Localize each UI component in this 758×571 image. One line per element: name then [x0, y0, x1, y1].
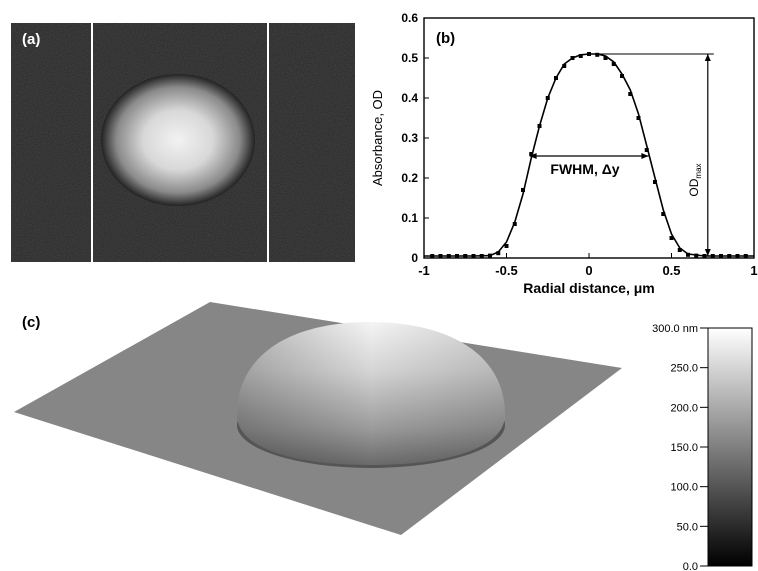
panel-b-label-box — [433, 27, 463, 47]
x-axis-label: Radial distance, μm — [523, 280, 655, 296]
data-point — [529, 152, 534, 156]
data-point — [578, 54, 583, 58]
annotation-group: FWHM, Δy ODmax — [529, 53, 714, 257]
y-tick-label: 0.6 — [401, 11, 418, 25]
dome-shading — [237, 322, 505, 465]
x-tick-label: 0.5 — [662, 263, 680, 278]
y-tick-label: 0.4 — [401, 91, 418, 105]
data-point — [537, 124, 542, 128]
data-point — [595, 52, 600, 57]
colorbar-tick-label: 50.0 — [677, 521, 698, 533]
series-line — [424, 53, 754, 257]
data-point — [455, 254, 459, 258]
data-point — [545, 96, 550, 100]
data-point — [504, 244, 509, 248]
x-tick-label: -0.5 — [495, 263, 517, 278]
colorbar-ticks: 300.0 nm 250.0 200.0 150.0 100.0 50.0 0.0 — [652, 323, 708, 571]
colorbar-tick-label: 300.0 nm — [652, 323, 698, 335]
data-point — [694, 253, 699, 258]
data-point — [479, 254, 484, 258]
data-point — [611, 62, 616, 66]
odmax-label: ODmax — [687, 163, 703, 196]
panel-b-label: (b) — [436, 30, 455, 47]
odmax-subscript: max — [694, 163, 703, 178]
data-point — [677, 248, 682, 252]
data-point — [554, 76, 558, 80]
x-tick-label: 0 — [585, 263, 592, 278]
data-point — [570, 56, 575, 60]
data-point — [521, 188, 525, 192]
panel-c-label: (c) — [22, 314, 40, 331]
data-point — [661, 212, 666, 216]
panel-a-label: (a) — [22, 31, 40, 48]
y-tick-label: 0.5 — [401, 51, 418, 65]
micrograph-bright-spot — [101, 74, 255, 206]
data-point — [471, 254, 476, 258]
data-point — [430, 254, 435, 258]
panel-c: (c) 300.0 nm 250.0 200.0 150.0 100.0 50.0 0.0 — [14, 302, 753, 571]
fwhm-arrowhead-right — [641, 153, 649, 159]
y-tick-label: 0.3 — [401, 131, 418, 145]
colorbar — [707, 327, 753, 567]
data-point — [620, 74, 624, 78]
y-tick-label: 0.2 — [401, 171, 418, 185]
data-point — [488, 253, 492, 258]
x-tick-label: -1 — [418, 263, 430, 278]
data-point — [727, 254, 732, 258]
colorbar-tick-label: 200.0 — [670, 402, 698, 414]
data-point — [644, 148, 649, 152]
fwhm-arrowhead-left — [529, 153, 537, 159]
colorbar-tick-label: 100.0 — [670, 482, 698, 494]
tick-group: -1 -0.5 0 0.5 1 0 0.1 0.2 0.3 0.4 0.5 0.6 — [401, 11, 757, 278]
colorbar-tick-label: 250.0 — [670, 363, 698, 375]
panel-a: (a) — [11, 23, 355, 262]
colorbar-tick-label: 0.0 — [683, 561, 698, 571]
panel-b-chart: -1 -0.5 0 0.5 1 0 0.1 0.2 0.3 0.4 0.5 0.6 FWHM, Δy O… — [370, 11, 758, 296]
data-point — [603, 56, 608, 60]
data-point — [496, 251, 501, 256]
data-point — [719, 254, 723, 258]
colorbar-tick-label: 150.0 — [670, 442, 698, 454]
data-point — [653, 180, 657, 184]
data-point — [438, 254, 443, 258]
x-tick-label: 1 — [750, 263, 757, 278]
data-point — [628, 92, 633, 96]
fwhm-label: FWHM, Δy — [550, 161, 619, 177]
data-point — [743, 254, 748, 258]
data-point — [636, 116, 641, 120]
data-point — [446, 254, 451, 258]
data-point — [669, 236, 674, 240]
data-point — [463, 254, 468, 258]
y-tick-label: 0 — [411, 251, 418, 265]
series-group — [424, 52, 754, 258]
data-point — [686, 252, 690, 257]
odmax-arrowhead-top — [704, 54, 711, 61]
odmax-arrowhead-bottom — [704, 249, 711, 256]
y-tick-label: 0.1 — [401, 211, 418, 225]
y-axis-label: Absorbance, OD — [370, 90, 385, 186]
data-point — [735, 254, 740, 258]
data-point — [512, 222, 517, 226]
data-point — [562, 64, 567, 68]
